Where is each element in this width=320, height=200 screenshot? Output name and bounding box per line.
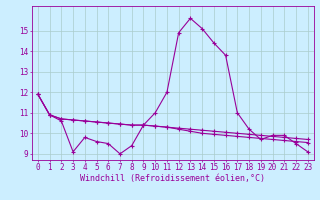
X-axis label: Windchill (Refroidissement éolien,°C): Windchill (Refroidissement éolien,°C) — [80, 174, 265, 183]
